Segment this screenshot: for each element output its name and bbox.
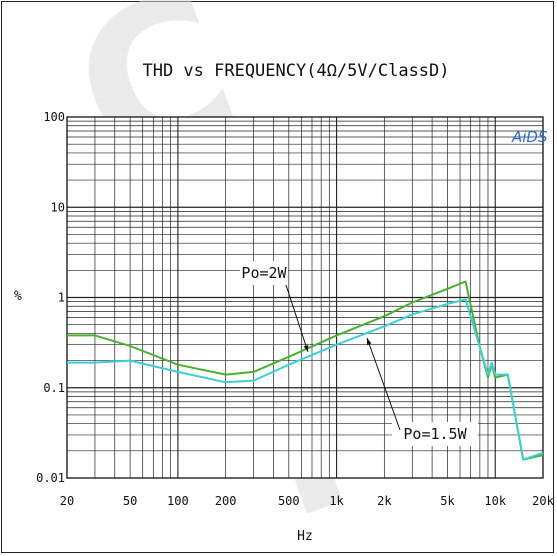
series-lines: [67, 280, 544, 461]
y-tick-labels: 100 10 1 0.1 0.01: [36, 110, 65, 485]
annotation-label: Po=2W: [241, 264, 287, 282]
annotation-arrowhead: [303, 345, 309, 352]
y-tick-label: 0.1: [43, 381, 65, 395]
x-tick-label: 10k: [484, 494, 506, 508]
x-tick-label: 2k: [377, 494, 392, 508]
x-tick-label: 100: [167, 494, 189, 508]
annotation-leader: [285, 284, 309, 353]
x-tick-label: 1k: [329, 494, 344, 508]
x-tick-label: 500: [278, 494, 300, 508]
grid: [67, 117, 543, 478]
x-tick-label: 5k: [440, 494, 455, 508]
x-tick-label: 200: [215, 494, 237, 508]
y-tick-label: 0.01: [36, 471, 65, 485]
y-tick-label: 100: [43, 110, 65, 124]
logo-text: AiDS: [511, 128, 548, 146]
x-tick-label: 50: [123, 494, 137, 508]
y-tick-label: 1: [58, 291, 65, 305]
annotations: Po=2W Po=1.5W: [240, 261, 478, 446]
plot-border: [66, 116, 544, 479]
annotation-leader: [366, 337, 401, 431]
chart-title: THD vs FREQUENCY(4Ω/5V/ClassD): [142, 61, 449, 81]
series-line-2: [67, 298, 544, 461]
series-line-1: [67, 280, 544, 461]
annotation-box: [392, 422, 478, 446]
y-tick-label: 10: [51, 200, 65, 214]
y-axis-label: %: [14, 289, 22, 304]
x-tick-label: 20: [60, 494, 74, 508]
x-tick-labels: 20 50 100 200 500 1k 2k 5k 10k 20k: [60, 494, 555, 508]
x-tick-label: 20k: [532, 494, 554, 508]
annotation-arrowhead: [366, 338, 372, 345]
corner-logo: AiDS: [511, 128, 548, 146]
annotation-label: Po=1.5W: [403, 425, 467, 443]
x-axis-label: Hz: [297, 529, 313, 544]
annotation-box: [240, 261, 288, 285]
